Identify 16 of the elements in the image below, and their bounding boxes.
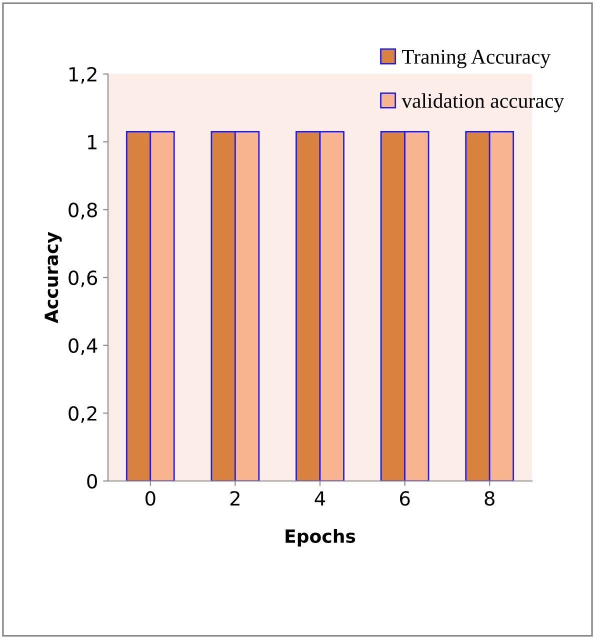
y-tick-label: 0,2 bbox=[68, 406, 96, 423]
x-tick-label: 8 bbox=[484, 491, 494, 506]
x-tick-label: 0 bbox=[145, 491, 156, 506]
x-tick-label: 2 bbox=[230, 491, 240, 506]
y-tick-label: 0 bbox=[87, 474, 97, 489]
legend-label: validation accuracy bbox=[402, 93, 564, 112]
y-tick-label: 1,2 bbox=[69, 66, 96, 84]
y-tick-label: 1 bbox=[88, 135, 96, 150]
y-axis-title: Accuracy bbox=[44, 232, 62, 324]
x-tick-label: 4 bbox=[314, 491, 326, 506]
x-tick-label: 6 bbox=[400, 491, 410, 506]
y-tick-label: 0,6 bbox=[68, 270, 98, 288]
y-tick-label: 0,4 bbox=[68, 338, 98, 355]
legend-label: Traning Accuracy bbox=[402, 50, 551, 68]
x-axis-title: Epochs bbox=[286, 528, 356, 546]
y-tick-label: 0,8 bbox=[68, 202, 97, 220]
